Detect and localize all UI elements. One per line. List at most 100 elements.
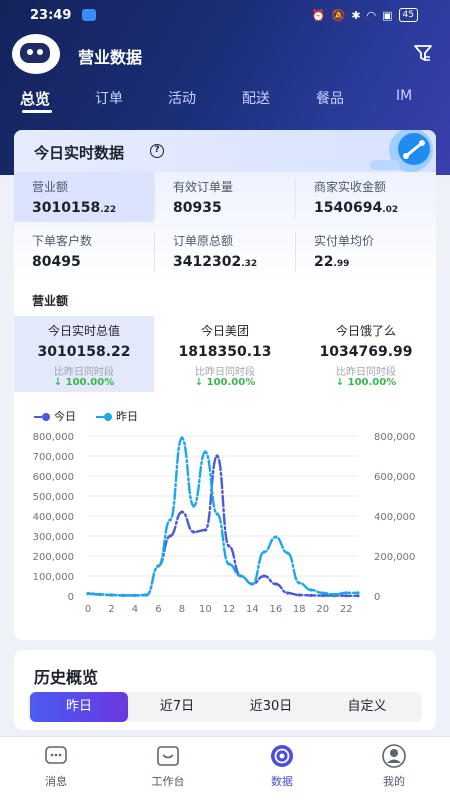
nav-label: 消息 [45,775,67,788]
range-yesterday[interactable]: 昨日 [30,692,128,722]
legend-yesterday[interactable]: 昨日 [96,408,138,424]
compare-total[interactable]: 今日实时总值 3010158.22 比昨日同时段 ↓ 100.00% [14,316,154,392]
data-point [215,512,219,516]
metric-label: 实付单均价 [314,234,375,248]
data-point [262,550,266,554]
main-tabs: 总览 订单 活动 配送 餐品 IM [0,84,450,113]
tab-orders[interactable]: 订单 [95,91,123,107]
tab-activities[interactable]: 活动 [168,91,196,107]
data-point [321,591,325,595]
legend-dot [104,413,112,421]
legend-label: 昨日 [116,410,138,423]
filter-icon[interactable] [412,42,434,64]
metric-label: 下单客户数 [32,234,93,248]
data-point [262,574,266,578]
range-custom[interactable]: 自定义 [347,699,387,714]
app-logo-avatar[interactable] [12,34,60,74]
y-tick-left: 400,000 [33,512,74,523]
compare-value: 1818350.13 [178,344,272,360]
revenue-section-label: 营业额 [32,294,69,308]
range-7-days[interactable]: 近7日 [159,699,195,714]
nav-label: 数据 [271,775,293,788]
y-tick-left: 800,000 [33,432,74,443]
legend-line [34,416,42,418]
x-tick: 6 [155,604,161,615]
compare-eleme[interactable]: 今日饿了么 1034769.99 比昨日同时段 ↓ 100.00% [296,316,436,392]
compare-percent: ↓ 100.00% [53,377,115,388]
y-tick-right: 400,000 [374,512,415,523]
metric-merchant-income[interactable]: 商家实收金额 1540694.02 [296,172,436,222]
compare-meituan[interactable]: 今日美团 1818350.13 比昨日同时段 ↓ 100.00% [155,316,295,392]
bluetooth-icon: ✱ [351,8,361,22]
nav-workbench[interactable]: 工作台 [128,743,208,789]
metric-value-int: 22 [314,254,334,270]
x-tick: 22 [340,604,353,615]
data-point [297,581,301,585]
metric-valid-orders[interactable]: 有效订单量 80935 [155,172,295,222]
data-point [321,594,325,598]
status-icons: ⏰ 🔕 ✱ ◠ ▣ 45 [312,8,418,22]
metric-value-dec: .22 [100,205,117,215]
legend-today[interactable]: 今日 [34,408,76,424]
x-tick: 2 [108,604,114,615]
metric-avg-price[interactable]: 实付单均价 22.99 [296,226,436,276]
compare-value: 3010158.22 [37,344,131,360]
data-point [145,593,149,597]
tab-dishes[interactable]: 餐品 [316,91,344,107]
battery-indicator: 45 [398,8,418,22]
top-bar: 营业数据 [0,34,450,78]
nav-data[interactable]: 数据 [242,743,322,789]
divider [154,178,155,218]
data-point [133,593,137,597]
help-icon[interactable]: ? [150,144,164,158]
alarm-icon: ⏰ [311,8,326,22]
metric-label: 营业额 [32,180,69,194]
metric-original-total[interactable]: 订单原总额 3412302.32 [155,226,295,276]
data-point [285,551,290,555]
data-point [309,588,313,592]
metric-value-int: 80935 [173,200,222,216]
data-point [203,450,207,454]
nav-label: 工作台 [151,775,185,788]
tab-im[interactable]: IM [396,88,413,104]
sim-icon: ▣ [382,8,393,22]
data-point [109,593,114,597]
active-tab-indicator [22,110,52,113]
realtime-title: 今日实时数据 [34,144,125,162]
metric-value-dec: .32 [241,259,258,269]
tab-overview[interactable]: 总览 [20,90,51,108]
data-point [121,593,125,597]
nav-messages[interactable]: 消息 [16,743,96,789]
data-point [344,591,348,595]
data-point [356,591,360,595]
metric-value-int: 3412302 [173,254,242,270]
data-point [156,564,161,568]
metric-revenue[interactable]: 营业额 3010158.22 [14,172,154,222]
x-tick: 10 [199,604,212,615]
robot-face-icon [20,43,50,63]
y-tick-right: 0 [374,592,380,603]
data-point [192,530,196,534]
history-title: 历史概览 [34,668,99,687]
compare-percent: ↓ 100.00% [194,377,256,388]
history-overview-card: 历史概览 昨日 近7日 近30日 自定义 [14,650,436,730]
nav-profile[interactable]: 我的 [354,743,434,789]
metric-value-int: 1540694 [314,200,383,216]
divider [154,232,155,272]
y-tick-left: 0 [68,592,74,603]
metric-value: 80935 [173,200,222,216]
realtime-card-header: 今日实时数据 ? [14,130,436,172]
y-tick-left: 100,000 [33,572,74,583]
x-tick: 0 [85,604,91,615]
status-time: 23:49 [30,8,72,23]
metric-value-int: 80495 [32,254,81,270]
tab-delivery[interactable]: 配送 [242,91,270,107]
metric-customers[interactable]: 下单客户数 80495 [14,226,154,276]
divider [295,178,296,218]
metric-value: 80495 [32,254,81,270]
data-point [274,535,278,539]
app-title: 营业数据 [78,48,143,67]
realtime-data-card: 今日实时数据 ? 营业额 3010158.22 有效订单量 80935 商家实收… [14,130,436,640]
data-point [285,591,290,595]
range-30-days[interactable]: 近30日 [249,699,293,714]
